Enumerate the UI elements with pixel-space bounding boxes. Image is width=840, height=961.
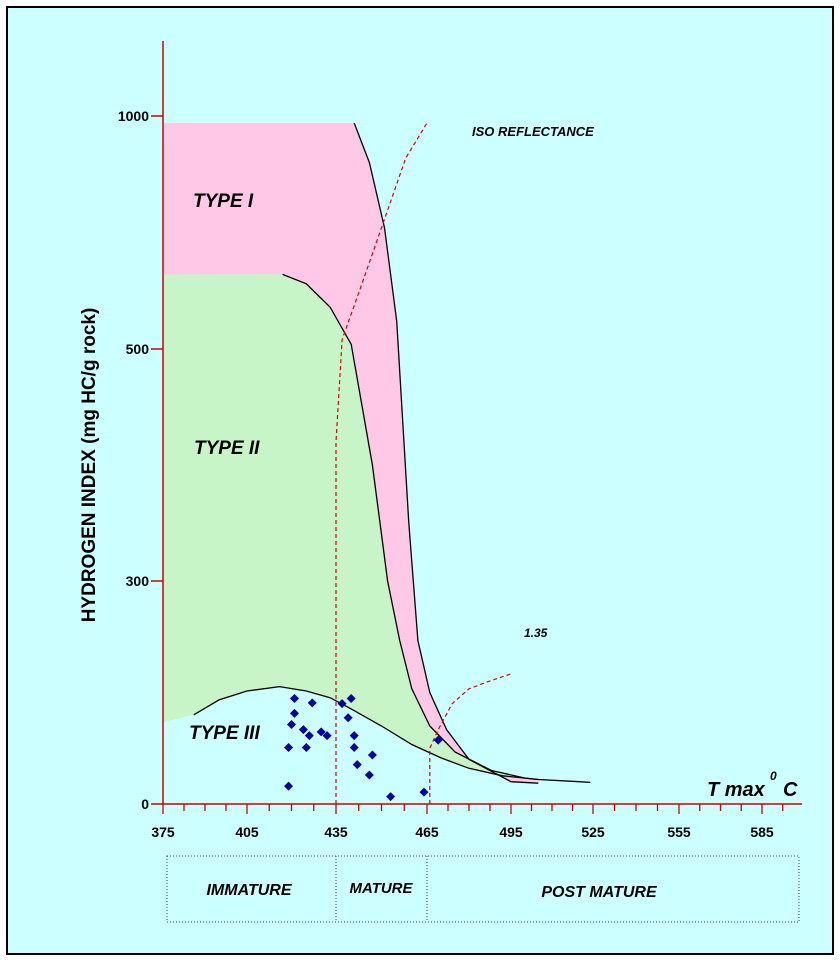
iso-reflectance-line (335, 122, 428, 804)
y-tick-label: 0 (141, 796, 149, 812)
zone-label-type-iii: TYPE III (189, 723, 260, 744)
sample-point (322, 731, 332, 741)
x-axis-title-degree: 0 (770, 769, 777, 783)
sample-point (349, 731, 359, 741)
data-points (284, 693, 443, 802)
sample-point (316, 727, 326, 737)
x-tick-label: 405 (235, 824, 259, 840)
x-tick-label: 435 (324, 824, 348, 840)
sample-point (364, 770, 374, 780)
iso-reflectance-label: ISO REFLECTANCE (472, 124, 594, 139)
y-tick-label: 500 (126, 341, 150, 357)
sample-point (337, 699, 347, 709)
sample-point (349, 743, 359, 753)
plot-background (7, 7, 833, 954)
x-axis-title-main: T max (707, 779, 766, 801)
type-i-region (163, 122, 539, 784)
x-axis-title-unit: C (783, 779, 798, 801)
type-ii-fill (163, 274, 539, 780)
sample-point (289, 708, 299, 718)
x-axis-title: T max 0 C (707, 769, 798, 801)
type-i-fill (163, 122, 539, 784)
x-ticks: 375 405 435 465 495 525 555 585 (151, 804, 784, 840)
sample-point (284, 743, 294, 753)
sample-point (352, 760, 362, 770)
sample-point (301, 743, 311, 753)
sample-point (289, 693, 299, 703)
sample-point (307, 698, 317, 708)
type-iii-boundary (193, 685, 591, 784)
maturity-immature: IMMATURE (206, 882, 292, 899)
sample-point (346, 693, 356, 703)
sample-point (304, 731, 314, 741)
maturity-table: IMMATURE MATURE POST MATURE (166, 855, 800, 923)
sample-point (343, 713, 353, 723)
zone-label-type-ii: TYPE II (194, 438, 260, 459)
iso-1-35-label: 1.35 (524, 626, 548, 640)
maturity-table-box (166, 855, 800, 923)
sample-point (298, 725, 308, 735)
type-ii-boundary (282, 273, 539, 781)
y-axis-title: HYDROGEN INDEX (mg HC/g rock) (79, 308, 100, 623)
zone-label-type-i: TYPE I (193, 191, 254, 212)
y-tick-label: 1000 (118, 108, 149, 124)
iso-1-35-line (429, 673, 512, 804)
maturity-post-mature: POST MATURE (541, 884, 658, 901)
x-tick-label: 525 (581, 824, 605, 840)
sample-point (287, 719, 296, 729)
sample-point (419, 787, 429, 797)
y-ticks: 0 300 500 1000 (118, 108, 163, 812)
sample-point (433, 735, 443, 745)
y-tick-label: 300 (126, 573, 150, 589)
x-tick-label: 375 (151, 824, 175, 840)
sample-point (386, 792, 396, 802)
figure-frame (6, 6, 834, 955)
sample-point (284, 781, 294, 791)
x-tick-label: 465 (415, 824, 439, 840)
type-ii-region (163, 274, 539, 780)
x-tick-label: 585 (750, 824, 774, 840)
x-tick-label: 495 (499, 824, 523, 840)
x-tick-label: 555 (667, 824, 691, 840)
maturity-mature: MATURE (349, 880, 413, 897)
sample-point (367, 750, 377, 760)
